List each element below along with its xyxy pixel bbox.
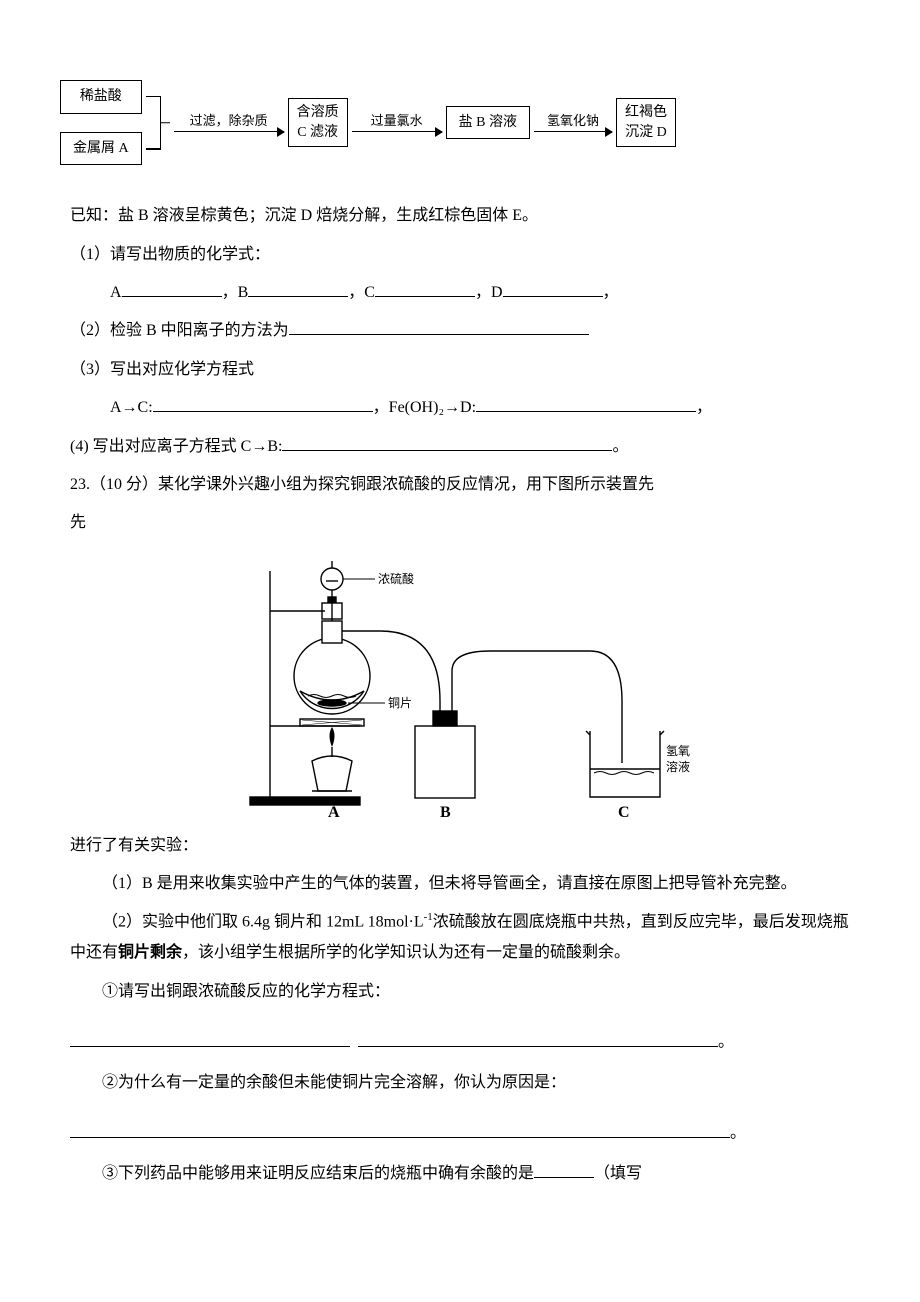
q22-part3-label: （3）写出对应化学方程式 [70,355,850,385]
q23-p2a: （2）实验中他们取 6.4g 铜片和 12mL 18mol·L [102,914,424,931]
q23-head-xian: 先 [70,508,850,538]
flow-arrow-1: 过滤，除杂质 [174,113,284,132]
fig-label-C: C [618,804,630,821]
flow-bracket-join [146,90,170,156]
blank-reason[interactable] [70,1120,730,1138]
q23-part2-2-blankrow: 。 [70,1106,850,1149]
q22-part4-label: (4) 写出对应离子方程式 C→B: [70,438,282,455]
flow-box-d-line2: 沉淀 D [625,123,667,143]
fig-label-B: B [440,804,451,821]
flow-arrow-3-label: 氢氧化钠 [547,113,599,129]
flow-arrow-2-label: 过量氯水 [371,113,423,129]
apparatus-figure: 浓硫酸 铜片 氢氧化钠 溶液 A B C [230,551,690,821]
q23-part2-1-blankrow: 。 [70,1015,850,1058]
flow-arrow-1-label: 过滤，除杂质 [190,113,268,129]
flow-col-inputs: 稀盐酸 金属屑 A [60,80,142,165]
q22-part4: (4) 写出对应离子方程式 C→B:。 [70,432,850,462]
blank-cu-h2so4-eq-b[interactable] [358,1029,718,1047]
flow-box-metal-a: 金属屑 A [60,132,142,166]
q23-p2-3a: ③下列药品中能够用来证明反应结束后的烧瓶中确有余酸的是 [102,1165,534,1182]
q22-known: 已知：盐 B 溶液呈棕黄色；沉淀 D 焙烧分解，生成红棕色固体 E。 [70,201,850,231]
fig-label-acid: 浓硫酸 [378,571,414,586]
q23-p2c: ，该小组学生根据所学的化学知识认为还有一定量的硫酸剩余。 [182,944,630,961]
q23-after-fig: 进行了有关实验： [70,831,850,861]
q22-part2-label: （2）检验 B 中阳离子的方法为 [70,322,289,339]
q22-part1-blanks: A，B，C，D， [70,278,850,308]
flow-box-d-line1: 红褐色 [625,103,667,123]
blank-a[interactable] [122,279,222,297]
q23-part2-1: ①请写出铜跟浓硫酸反应的化学方程式： [70,977,850,1007]
apparatus-figure-wrap: 浓硫酸 铜片 氢氧化钠 溶液 A B C [70,551,850,821]
flow-box-salt-b: 盐 B 溶液 [446,106,530,140]
blank-ion-eq-cb[interactable] [282,433,612,451]
blank-c[interactable] [375,279,475,297]
blank-b[interactable] [248,279,348,297]
q22-p3-b-label: ，Fe(OH)₂→D: [373,399,476,416]
blank-reagent-choice[interactable] [534,1161,594,1179]
blank-eq-ac[interactable] [153,395,373,413]
flow-arrow-3: 氢氧化钠 [534,113,612,132]
q23-part2: （2）实验中他们取 6.4g 铜片和 12mL 18mol·L-1浓硫酸放在圆底… [70,907,850,968]
q23-part2-3: ③下列药品中能够用来证明反应结束后的烧瓶中确有余酸的是 （填写 [70,1159,850,1189]
q23-part1: （1）B 是用来收集实验中产生的气体的装置，但未将导管画全，请直接在原图上把导管… [70,869,850,899]
q23-part2-2: ②为什么有一定量的余酸但未能使铜片完全溶解，你认为原因是： [70,1068,850,1098]
fig-label-copper: 铜片 [388,695,412,710]
blank-cation-test[interactable] [289,318,589,336]
flow-box-filtrate-line1: 含溶质 [297,103,339,123]
flow-box-dilute-hcl: 稀盐酸 [60,80,142,114]
q22-part2: （2）检验 B 中阳离子的方法为 [70,316,850,346]
q23-p2-3b: （填写 [594,1165,642,1182]
q22-part3-eqs: A→C:，Fe(OH)₂→D:， [70,393,850,423]
blank-eq-feoh2d[interactable] [476,395,696,413]
flow-box-precipitate-d: 红褐色 沉淀 D [616,98,676,147]
fig-label-naoh1: 氢氧化钠 [666,743,690,758]
flow-box-filtrate-line2: C 滤液 [297,123,339,143]
flowchart: 稀盐酸 金属屑 A 过滤，除杂质 含溶质 C 滤液 过量氯水 盐 B 溶液 氢氧… [60,80,850,165]
blank-cu-h2so4-eq-a[interactable] [70,1029,350,1047]
fig-label-naoh2: 溶液 [666,759,690,774]
q23-p2-bold: 铜片剩余 [118,944,182,961]
blank-d[interactable] [503,279,603,297]
q23-head: 23.（10 分）某化学课外兴趣小组为探究铜跟浓硫酸的反应情况，用下图所示装置先 [70,470,850,500]
q23-sup-minus1: -1 [424,911,433,923]
flow-box-filtrate-c: 含溶质 C 滤液 [288,98,348,147]
flow-arrow-2: 过量氯水 [352,113,442,132]
fig-label-A: A [328,804,340,821]
q22-part1-label: （1）请写出物质的化学式： [70,240,850,270]
q22-p3-a-label: A→C: [110,399,153,416]
